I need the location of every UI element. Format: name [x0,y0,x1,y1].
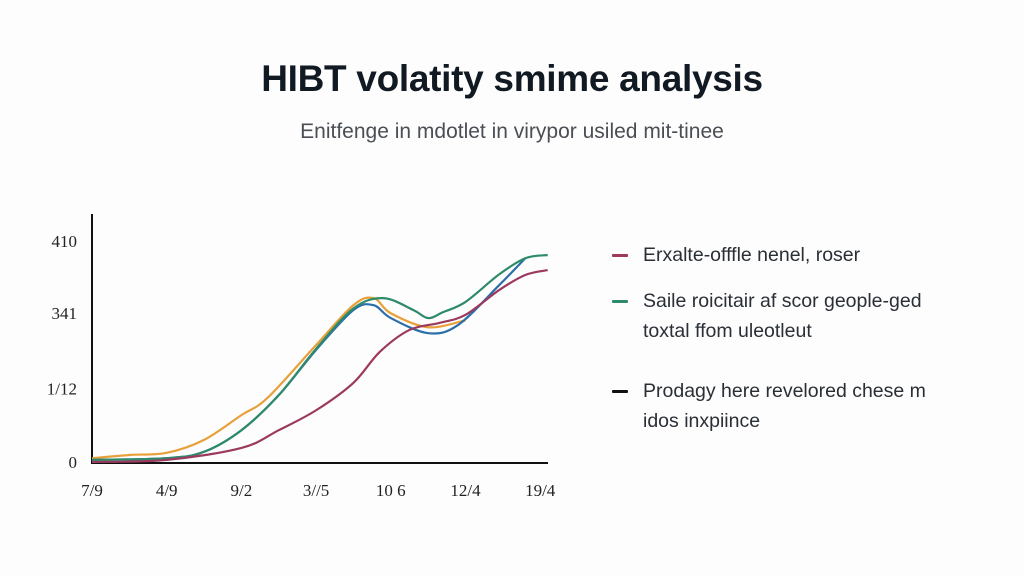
x-tick-label: 12/4 [450,481,481,500]
legend-label: Erxalte-offfle nenel, roser [643,244,861,266]
chart-title: HIBT volatity smime analysis [261,58,763,99]
series-line [91,269,548,464]
x-tick-label: 10 6 [376,481,406,500]
legend-item: Prodagy here revelored chese m idos inxp… [612,376,992,436]
legend-swatch [612,390,628,393]
x-tick-label: 3//5 [303,481,329,500]
y-tick-label: 410 [52,232,78,251]
legend-item: Saile roicitair af scor geople-ged toxta… [612,286,992,346]
legend-swatch [612,254,628,257]
legend-item: Erxalte-offfle nenel, roser [612,240,992,270]
x-tick-label: 4/9 [156,481,178,500]
y-tick-label: 1/12 [47,380,77,399]
y-tick-label: 0 [69,453,78,472]
y-tick-label: 341 [52,304,78,323]
legend-swatch [612,300,628,303]
legend: Erxalte-offfle nenel, roser Saile roicit… [612,240,992,436]
series-line [91,296,466,460]
legend-label: Prodagy here revelored chese m idos inxp… [643,380,926,432]
x-tick-label: 7/9 [81,481,103,500]
legend-label: Saile roicitair af scor geople-ged toxta… [643,290,922,342]
x-tick-label: 9/2 [231,481,253,500]
x-tick-label: 19/4 [525,481,556,500]
chart-subtitle: Enitfenge in mdotlet in virypor usiled m… [300,120,724,143]
series-line [91,253,548,461]
